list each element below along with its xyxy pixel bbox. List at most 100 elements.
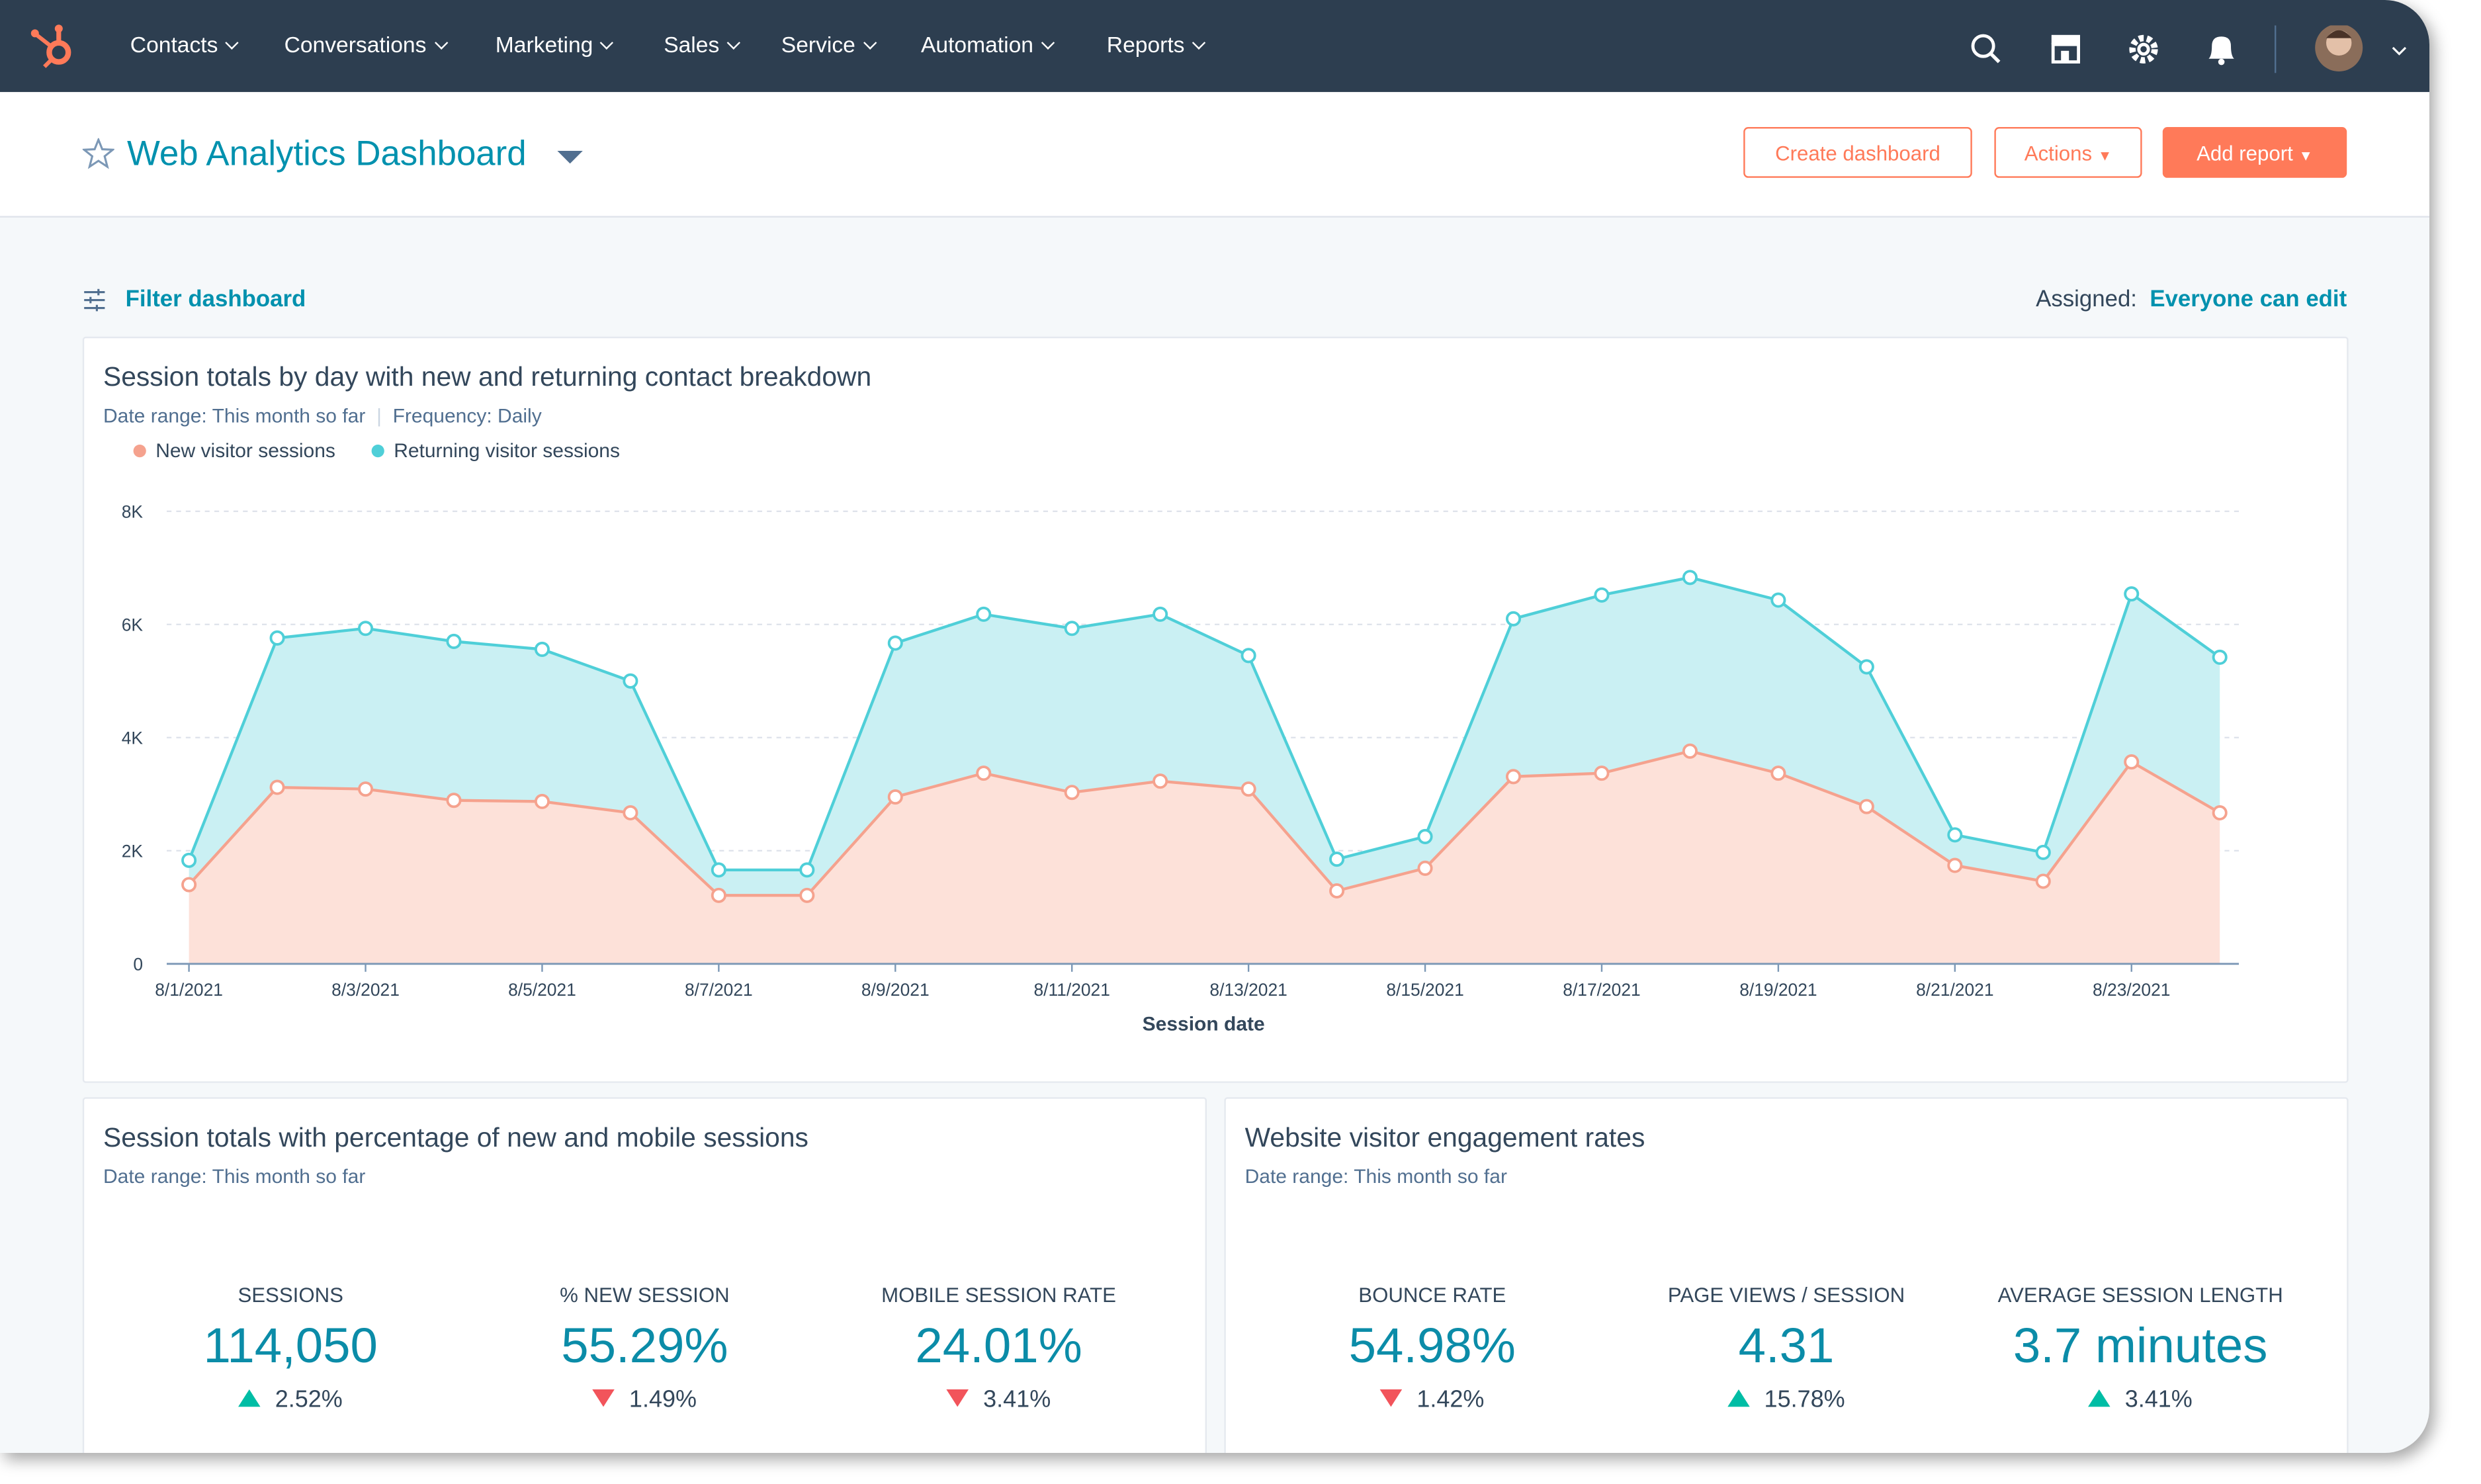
- trend-arrow-shape: [238, 1389, 261, 1407]
- point: [358, 781, 374, 797]
- dashboard-title[interactable]: Web Analytics Dashboard: [127, 133, 527, 173]
- trend-arrow: [946, 1389, 969, 1407]
- point: [1505, 769, 1522, 785]
- trend-arrow-shape: [592, 1389, 615, 1407]
- kpi-value: 54.98%: [1348, 1318, 1516, 1374]
- avatar[interactable]: [2315, 25, 2363, 71]
- notifications-icon[interactable]: [2208, 36, 2234, 65]
- date-range-label: Date range:: [1244, 1165, 1349, 1188]
- nav-item[interactable]: Service: [781, 32, 875, 57]
- chart-subtitle: Date range: This month so far | Frequenc…: [103, 405, 542, 427]
- assigned-label: Assigned:: [2036, 287, 2137, 313]
- nav-item[interactable]: Sales: [664, 32, 738, 57]
- point: [1505, 611, 1522, 627]
- kpi-label: MOBILE SESSION RATE: [881, 1283, 1117, 1307]
- point: [799, 862, 815, 878]
- point: [1858, 659, 1874, 675]
- trend-arrow-shape: [1727, 1389, 1750, 1407]
- x-tick-label: 8/5/2021: [508, 980, 576, 1000]
- y-tick-label: 8K: [122, 502, 144, 521]
- kpi-value: 114,050: [203, 1318, 378, 1374]
- x-tick-label: 8/21/2021: [1916, 980, 1993, 1000]
- date-range-label: Date range:: [103, 405, 207, 427]
- point: [2035, 873, 2051, 889]
- point: [1594, 765, 1610, 781]
- top-nav: Contacts Conversations Marketing Sales Servi…: [0, 0, 2430, 93]
- x-tick-label: 8/17/2021: [1563, 980, 1640, 1000]
- search-icon[interactable]: [1971, 34, 2001, 64]
- line: [187, 576, 2221, 872]
- point: [1947, 827, 1963, 843]
- point: [1417, 828, 1433, 844]
- marketplace-icon[interactable]: [2051, 34, 2081, 64]
- logo[interactable]: [28, 22, 79, 73]
- nav-item[interactable]: Automation: [921, 32, 1053, 57]
- kpi-value: 4.31: [1738, 1318, 1835, 1374]
- point: [446, 793, 462, 808]
- actions-button[interactable]: Actions ▼: [1994, 127, 2142, 178]
- kpi-change-value: 1.49%: [629, 1386, 697, 1413]
- x-tick-label: 8/13/2021: [1209, 980, 1287, 1000]
- nav-item[interactable]: Contacts: [130, 32, 237, 57]
- point: [1329, 851, 1345, 867]
- nav-item[interactable]: Reports: [1107, 32, 1203, 57]
- nav-item[interactable]: Marketing: [496, 32, 612, 57]
- point: [887, 789, 903, 805]
- window: Contacts Conversations Marketing Sales Servi…: [0, 0, 2429, 1453]
- trend-arrow-shape: [2088, 1389, 2111, 1407]
- assigned: Assigned: Everyone can edit: [2036, 287, 2347, 312]
- point: [1594, 587, 1610, 603]
- favorite-star[interactable]: [82, 138, 114, 170]
- trend-arrow-shape: [1380, 1389, 1403, 1407]
- kpi-value: 24.01%: [915, 1318, 1082, 1374]
- point: [181, 877, 197, 893]
- point: [269, 630, 285, 646]
- point: [1682, 570, 1698, 586]
- kpi-value: 3.7 minutes: [2013, 1318, 2268, 1374]
- y-tick-label: 0: [133, 954, 143, 974]
- create-dashboard-button[interactable]: Create dashboard: [1743, 127, 1972, 178]
- filter-icon: [84, 288, 105, 312]
- nav-item[interactable]: Conversations: [284, 32, 446, 57]
- point: [799, 887, 815, 903]
- kpi-change-value: 15.78%: [1764, 1386, 1845, 1413]
- chart-title: Session totals by day with new and retur…: [103, 362, 872, 392]
- point: [358, 621, 374, 636]
- kpi-change-value: 1.42%: [1416, 1386, 1485, 1413]
- kpi-change-value: 3.41%: [983, 1386, 1051, 1413]
- date-range-label: Date range:: [103, 1165, 207, 1188]
- point: [711, 862, 726, 878]
- add-report-button[interactable]: Add report ▼: [2162, 127, 2347, 178]
- legend-swatch: [371, 445, 384, 458]
- date-range: This month so far: [212, 1165, 366, 1188]
- x-axis-label: Session date: [1143, 1014, 1265, 1035]
- chart: 0 2K 4K 6K 8K New visitor sessions Returning v…: [122, 440, 2240, 1035]
- actions-label: Actions: [2024, 141, 2093, 165]
- point: [1329, 883, 1345, 899]
- point: [711, 887, 726, 903]
- kpi-change: 3.41%: [1966, 1386, 2315, 1413]
- assigned-link[interactable]: Everyone can edit: [2150, 287, 2347, 313]
- kpi-change-value: 3.41%: [2124, 1386, 2193, 1413]
- area: [189, 751, 2220, 964]
- kpi-value: 55.29%: [561, 1318, 728, 1374]
- x-tick-label: 8/19/2021: [1739, 980, 1817, 1000]
- nav-icons: [1971, 25, 2407, 73]
- filter-dashboard-link[interactable]: Filter dashboard: [125, 287, 306, 313]
- legend-swatch: [133, 445, 146, 458]
- point: [623, 673, 638, 689]
- y-tick-label: 6K: [122, 615, 144, 634]
- point: [1153, 606, 1168, 622]
- area: [189, 577, 2220, 896]
- point: [1240, 648, 1256, 664]
- point: [534, 793, 550, 809]
- kpi-card-title: Session totals with percentage of new an…: [103, 1122, 808, 1153]
- settings-icon[interactable]: [2129, 34, 2158, 64]
- point: [1770, 592, 1786, 608]
- title-dropdown[interactable]: [556, 148, 584, 167]
- kpi-label: AVERAGE SESSION LENGTH: [1997, 1283, 2283, 1307]
- point: [1947, 857, 1963, 873]
- x-tick-label: 8/3/2021: [331, 980, 400, 1000]
- point: [1770, 765, 1786, 781]
